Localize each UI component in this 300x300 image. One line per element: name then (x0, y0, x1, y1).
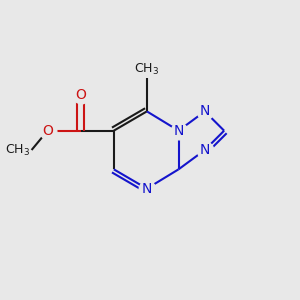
Text: O: O (42, 124, 53, 138)
Text: N: N (200, 104, 210, 118)
Text: O: O (75, 88, 86, 102)
Text: N: N (173, 124, 184, 138)
Text: N: N (142, 182, 152, 196)
Text: N: N (200, 143, 210, 157)
Text: CH$_3$: CH$_3$ (134, 62, 159, 77)
Text: CH$_3$: CH$_3$ (5, 142, 30, 158)
